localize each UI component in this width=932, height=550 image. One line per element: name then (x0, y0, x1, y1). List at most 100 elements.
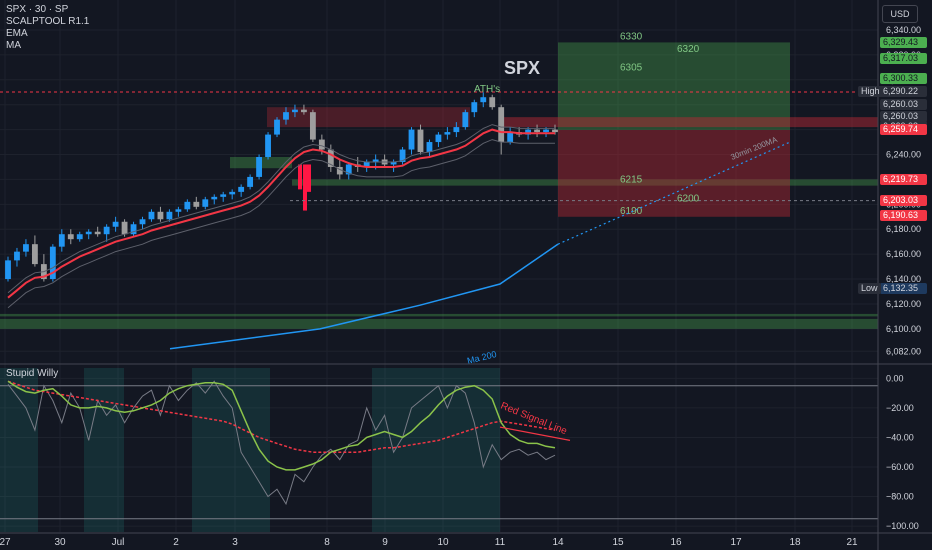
candle-body (229, 191, 236, 195)
candle-body (175, 209, 182, 212)
candle-body (247, 176, 254, 187)
legend-indicator-ma[interactable]: MA (6, 40, 21, 51)
candle-body (480, 97, 487, 103)
candle-body (292, 109, 298, 113)
candle-body (471, 102, 478, 113)
target-zone-long (558, 42, 790, 130)
zone-green (0, 318, 878, 329)
price-badge: 6,300.33 (880, 73, 927, 85)
candle-body (31, 244, 38, 265)
candle-body (318, 139, 325, 150)
price-badge: 6,260.03 (880, 111, 927, 123)
candle-body (184, 201, 191, 210)
price-axis-label: 6,140.00 (886, 274, 921, 284)
oscillator-title[interactable]: Stupid Willy (6, 368, 59, 379)
level-label-low: Low (858, 282, 881, 294)
price-axis-label: 6,180.00 (886, 224, 921, 234)
osc-axis-label: −20.00 (886, 403, 914, 413)
candle-body (372, 159, 379, 162)
candle-body (408, 129, 415, 150)
ma200-line (169, 243, 559, 350)
oscillator-shade (372, 368, 500, 532)
level-label-high: High (858, 85, 883, 97)
candle-body (67, 234, 74, 240)
candle-body (462, 112, 469, 128)
time-axis-label: 16 (670, 537, 682, 548)
candle-body (139, 219, 146, 225)
candle-body (552, 129, 558, 133)
price-badge: 6,203.03 (880, 194, 927, 206)
target-label: 6320 (677, 44, 700, 55)
candle-body (453, 127, 460, 133)
zone-red-right (500, 117, 878, 128)
price-badge: 6,132.35 (880, 282, 927, 294)
price-badge: 6,290.22 (880, 85, 927, 97)
price-axis-label: 6,082.00 (886, 346, 921, 356)
candle-body (301, 109, 307, 113)
candle-body (327, 149, 334, 167)
legend-symbol[interactable]: SPX · 30 · SP (6, 4, 69, 15)
target-label: 6330 (620, 31, 643, 42)
signal-line-arrow (499, 426, 571, 441)
candle-body (211, 196, 218, 200)
time-axis-label: 15 (612, 537, 624, 548)
price-axis-label: 6,100.00 (886, 324, 921, 334)
price-axis-label: 6,160.00 (886, 249, 921, 259)
candle-body (256, 156, 262, 177)
ema-band-upper (7, 124, 555, 294)
candle-body (23, 244, 29, 252)
candle-body (58, 234, 65, 247)
target-label: 6305 (620, 63, 643, 74)
time-axis-label: 21 (846, 537, 858, 548)
candle-body (238, 186, 245, 192)
legend-indicator-ema[interactable]: EMA (6, 28, 28, 39)
osc-axis-label: −80.00 (886, 492, 914, 502)
zone-green (0, 313, 878, 317)
zone-green (292, 179, 878, 186)
candle-body (166, 211, 173, 220)
candle-body (121, 221, 128, 235)
candle-body (103, 226, 110, 235)
legend-indicator-scalptool[interactable]: SCALPTOOL R1.1 (6, 16, 90, 27)
chart-title: SPX (504, 58, 540, 78)
candle-body (489, 97, 496, 108)
oscillator-shade (0, 368, 38, 532)
time-axis-label: Jul (112, 537, 125, 548)
candle-body (543, 129, 549, 133)
currency-button[interactable]: USD (882, 5, 918, 23)
candle-body (435, 134, 442, 143)
candle-body (283, 112, 289, 120)
osc-axis-label: 0.00 (886, 373, 904, 383)
candle-body (49, 246, 56, 280)
candle-body-red (307, 164, 311, 192)
time-axis-label: 8 (324, 537, 330, 548)
oscillator-wave-line (7, 380, 556, 471)
candle-body (76, 234, 83, 240)
time-axis-label: 14 (552, 537, 564, 548)
candle-body (274, 119, 280, 135)
price-badge: 6,329.43 (880, 37, 927, 49)
candle-body (309, 112, 316, 140)
candle-body (525, 129, 532, 135)
candle-body (534, 129, 540, 133)
target-label: 6215 (620, 175, 643, 186)
candle-body (130, 224, 137, 235)
osc-axis-label: −40.00 (886, 432, 914, 442)
price-axis-label: 6,120.00 (886, 299, 921, 309)
oscillator-shade (84, 368, 124, 532)
candle-body (498, 107, 505, 143)
zone-red (267, 107, 470, 128)
price-badge: 6,317.03 (880, 52, 927, 64)
price-badge: 6,259.74 (880, 123, 927, 135)
candle-body (5, 260, 11, 280)
candle-body (14, 251, 20, 261)
oscillator-signal-line (7, 380, 556, 453)
time-axis-label: 9 (382, 537, 388, 548)
candle-body (220, 194, 227, 197)
ma200-projection (557, 141, 791, 245)
oscillator-shade (192, 368, 270, 532)
candle-body (202, 199, 209, 207)
time-axis-label: 3 (232, 537, 238, 548)
price-badge: 6,219.73 (880, 173, 927, 185)
